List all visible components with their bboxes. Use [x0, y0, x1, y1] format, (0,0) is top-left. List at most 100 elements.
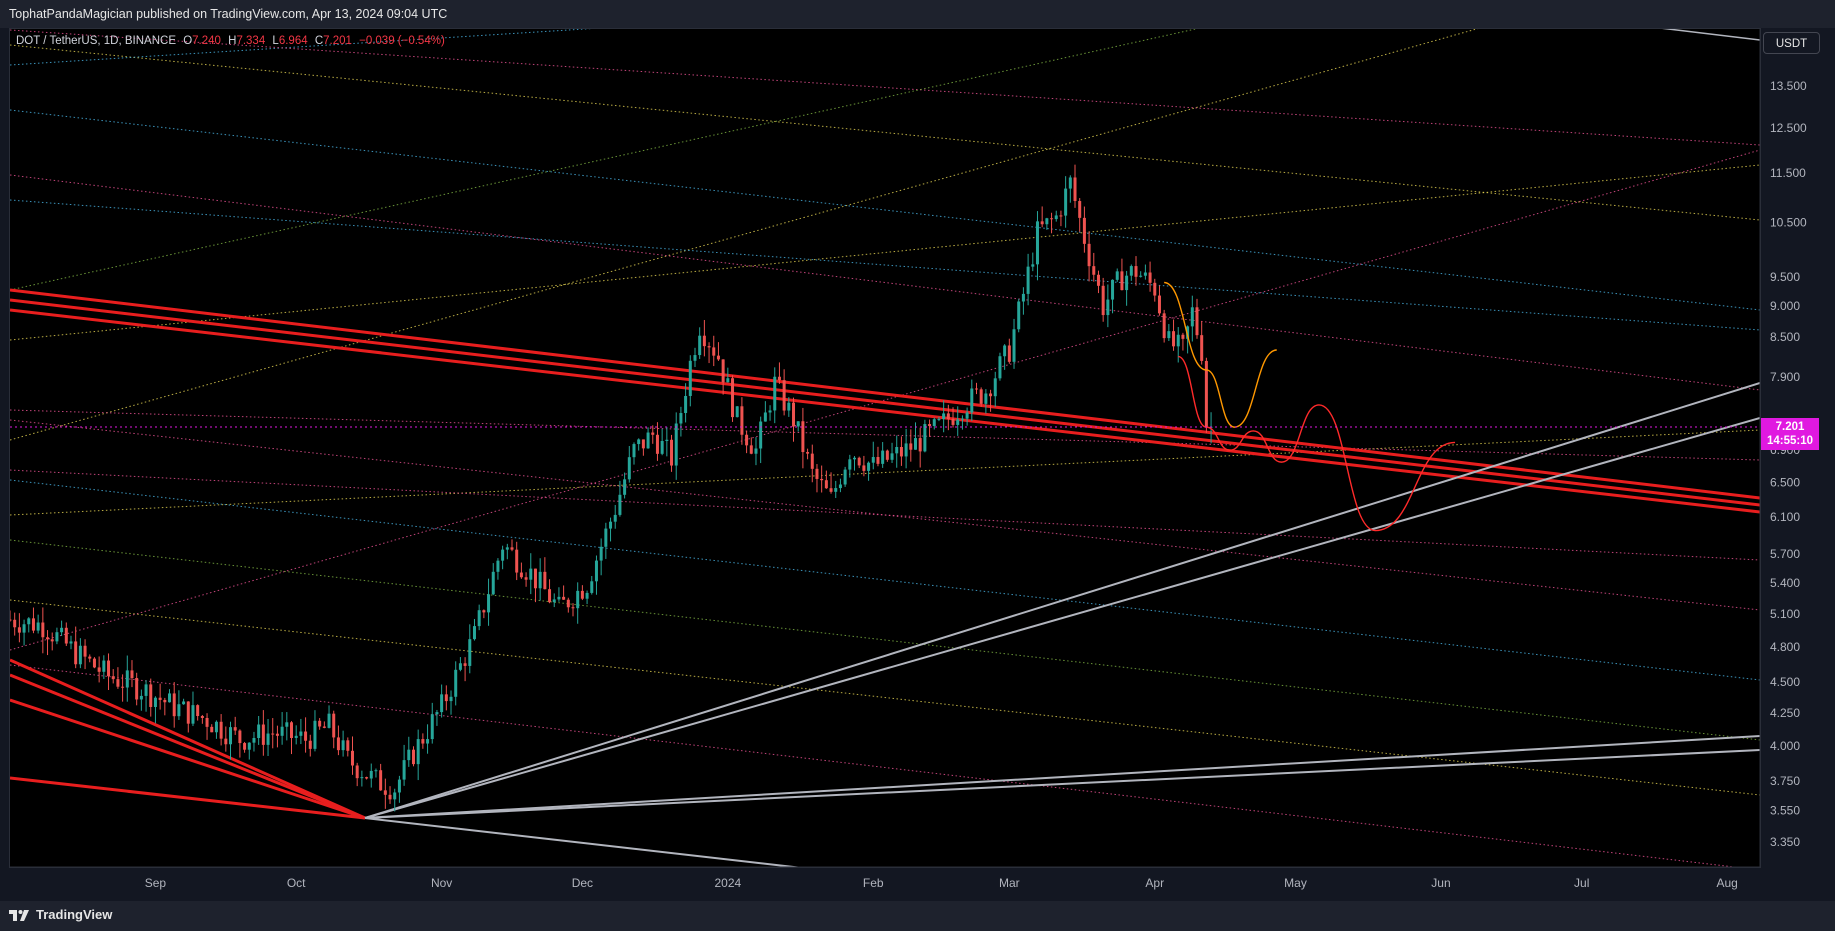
candle [290, 721, 294, 755]
candle [646, 427, 650, 449]
candle [838, 478, 842, 493]
tradingview-logo[interactable]: TradingView [9, 907, 112, 922]
candle-body [41, 622, 45, 638]
candle-body [261, 724, 265, 745]
candle [426, 724, 430, 754]
candle-body [1115, 271, 1119, 280]
candle [444, 685, 448, 711]
candle-body [956, 419, 960, 425]
candle [369, 763, 373, 788]
candle-body [97, 667, 101, 672]
candle-body [149, 684, 153, 707]
candle [121, 674, 125, 702]
candle [130, 660, 134, 688]
candle-body [74, 641, 78, 665]
candle [13, 612, 17, 636]
candle [792, 397, 796, 442]
candle-body [322, 726, 326, 728]
candle-body [318, 720, 322, 727]
candle [135, 672, 139, 706]
candle [463, 657, 467, 682]
candle [322, 721, 326, 729]
candle [810, 444, 814, 483]
candle [585, 590, 589, 605]
candle [472, 618, 476, 641]
candle [153, 696, 157, 724]
y-tick-label: 4.500 [1770, 675, 1800, 689]
candle-body [468, 639, 472, 666]
candle-body [1054, 215, 1058, 220]
candle [928, 419, 932, 437]
candle-body [1167, 331, 1171, 339]
last-price-value: 7.201 [1775, 421, 1805, 433]
candle [787, 397, 791, 417]
candle [285, 712, 289, 741]
candle [533, 568, 537, 603]
candle [1068, 175, 1072, 203]
candle [965, 407, 969, 426]
candle-body [1021, 293, 1025, 302]
dotted-level-3 [10, 44, 1760, 221]
candle-body [660, 441, 664, 454]
candle-body [885, 450, 889, 460]
candle [867, 461, 871, 481]
candle-body [1181, 334, 1185, 339]
candle-body [355, 765, 359, 779]
candle-body [810, 453, 814, 469]
candle [294, 725, 298, 745]
candle-body [646, 432, 650, 449]
candle [904, 428, 908, 469]
candle-body [1040, 221, 1044, 225]
candle [158, 683, 162, 710]
candle-body [820, 478, 824, 481]
candle [801, 407, 805, 469]
candle [660, 428, 664, 456]
candle [726, 367, 730, 383]
candle-body [693, 355, 697, 361]
candle-body [1082, 217, 1086, 244]
candle [374, 768, 378, 778]
candle [895, 435, 899, 468]
candle [1181, 332, 1185, 351]
candle [200, 714, 204, 724]
candle [69, 635, 73, 650]
candle-body [1073, 177, 1077, 202]
candle-body [848, 459, 852, 470]
candle-body [1012, 329, 1016, 362]
candle-body [787, 402, 791, 411]
candle [1073, 164, 1077, 208]
candle [834, 480, 838, 499]
dotted-level-5 [10, 479, 1760, 681]
candle-body [36, 622, 40, 631]
candle [871, 441, 875, 470]
candle-body [304, 731, 308, 741]
candle-body [1143, 272, 1147, 276]
candle-body [1064, 188, 1068, 216]
candle-body [576, 590, 580, 609]
candle [229, 721, 233, 760]
candle-body [773, 376, 777, 411]
candle-body [421, 739, 425, 744]
candle-body [1176, 334, 1180, 347]
candle [618, 480, 622, 517]
candle [679, 406, 683, 437]
candle [674, 412, 678, 480]
dotted-level-9 [10, 664, 1739, 867]
trend-line-11 [364, 817, 803, 867]
candle-body [1096, 274, 1100, 286]
candle-body [83, 645, 87, 657]
y-tick-label: 11.500 [1770, 166, 1806, 180]
candle [435, 709, 439, 726]
candle-body [247, 742, 251, 750]
currency-button[interactable]: USDT [1763, 32, 1820, 54]
candle-body [637, 439, 641, 445]
candle-body [834, 488, 838, 492]
candle [712, 335, 716, 367]
candle-body [1200, 335, 1204, 361]
candle-body [210, 726, 214, 733]
candle-body [993, 378, 997, 397]
candle [50, 632, 54, 651]
candle [299, 718, 303, 745]
candle [27, 617, 31, 633]
